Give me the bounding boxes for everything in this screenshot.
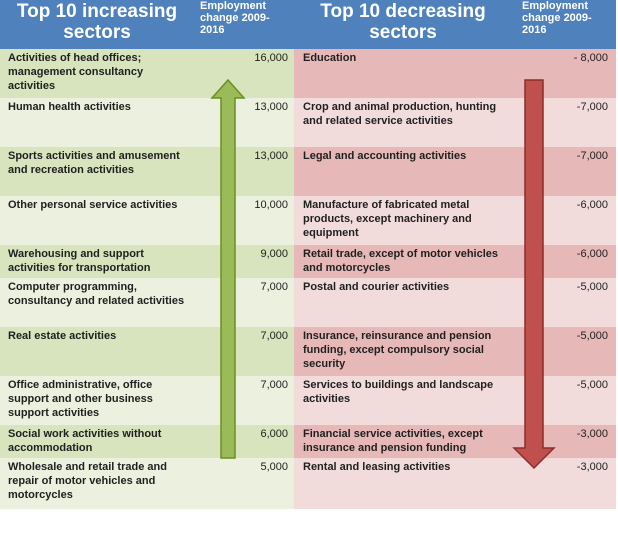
decreasing-column-header: Employment change 2009-2016	[522, 0, 592, 36]
table-row: Computer programming, consultancy and re…	[0, 278, 294, 327]
employment-change-value: 7,000	[260, 330, 288, 342]
sector-name: Retail trade, except of motor vehicles a…	[303, 248, 499, 274]
sector-name: Office administrative, office support an…	[8, 379, 153, 419]
increasing-header: Top 10 increasing sectors Employment cha…	[0, 0, 294, 49]
sector-name: Activities of head offices; management c…	[8, 52, 144, 92]
table-row: Retail trade, except of motor vehicles a…	[294, 245, 616, 278]
table-row: Services to buildings and landscape acti…	[294, 376, 616, 425]
employment-change-value: -5,000	[576, 330, 608, 342]
employment-change-value: 5,000	[260, 461, 288, 473]
table-row: Other personal service activities 10,000	[0, 196, 294, 245]
increase-arrow-icon	[210, 78, 246, 459]
sector-name: Social work activities without accommoda…	[8, 428, 162, 454]
sector-name: Rental and leasing activities	[303, 461, 451, 473]
decreasing-title: Top 10 decreasing sectors	[320, 1, 486, 43]
sector-name: Education	[303, 52, 357, 64]
table-row: Manufacture of fabricated metal products…	[294, 196, 616, 245]
table-row: Rental and leasing activities -3,000	[294, 458, 616, 509]
table-row: Social work activities without accommoda…	[0, 425, 294, 458]
table-row: Postal and courier activities -5,000	[294, 278, 616, 327]
employment-change-value: -3,000	[576, 461, 608, 473]
sector-name: Insurance, reinsurance and pension fundi…	[303, 330, 492, 370]
decrease-arrow-icon	[512, 79, 556, 470]
table-row: Human health activities 13,000	[0, 98, 294, 147]
sector-name: Warehousing and support activities for t…	[8, 248, 151, 274]
employment-change-value: 13,000	[254, 101, 288, 113]
table-row: Sports activities and amusement and recr…	[0, 147, 294, 196]
employment-change-value: 9,000	[260, 248, 288, 260]
sector-name: Other personal service activities	[8, 199, 178, 211]
employment-change-value: 6,000	[260, 428, 288, 440]
sector-name: Legal and accounting activities	[303, 150, 467, 162]
employment-change-value: -3,000	[576, 428, 608, 440]
sector-name: Human health activities	[8, 101, 131, 113]
sector-name: Financial service activities, except ins…	[303, 428, 483, 454]
table-row: Office administrative, office support an…	[0, 376, 294, 425]
employment-change-value: 13,000	[254, 150, 288, 162]
sector-name: Crop and animal production, hunting and …	[303, 101, 497, 127]
sector-name: Services to buildings and landscape acti…	[303, 379, 494, 405]
employment-change-value: -6,000	[576, 199, 608, 211]
employment-change-value: -5,000	[576, 379, 608, 391]
employment-change-value: 10,000	[254, 199, 288, 211]
employment-change-value: 7,000	[260, 379, 288, 391]
decreasing-header: Top 10 decreasing sectors Employment cha…	[294, 0, 616, 49]
sector-name: Computer programming, consultancy and re…	[8, 281, 185, 307]
employment-change-value: -6,000	[576, 248, 608, 260]
sector-name: Manufacture of fabricated metal products…	[303, 199, 472, 239]
increasing-sectors-panel: Top 10 increasing sectors Employment cha…	[0, 0, 294, 509]
table-row: Warehousing and support activities for t…	[0, 245, 294, 278]
sector-name: Wholesale and retail trade and repair of…	[8, 461, 167, 501]
decreasing-sectors-panel: Top 10 decreasing sectors Employment cha…	[294, 0, 616, 509]
employment-change-value: -7,000	[576, 150, 608, 162]
employment-change-value: -5,000	[576, 281, 608, 293]
increasing-title: Top 10 increasing sectors	[16, 1, 178, 43]
table-row: Wholesale and retail trade and repair of…	[0, 458, 294, 509]
sector-name: Sports activities and amusement and recr…	[8, 150, 180, 176]
table-row: Real estate activities 7,000	[0, 327, 294, 376]
employment-change-value: 7,000	[260, 281, 288, 293]
sector-name: Postal and courier activities	[303, 281, 450, 293]
table-row: Education - 8,000	[294, 49, 616, 98]
employment-change-value: -7,000	[576, 101, 608, 113]
table-row: Financial service activities, except ins…	[294, 425, 616, 458]
employment-change-value: - 8,000	[573, 52, 608, 64]
employment-change-value: 16,000	[254, 52, 288, 64]
table-row: Legal and accounting activities -7,000	[294, 147, 616, 196]
table-row: Activities of head offices; management c…	[0, 49, 294, 98]
table-row: Crop and animal production, hunting and …	[294, 98, 616, 147]
increasing-column-header: Employment change 2009-2016	[200, 0, 270, 36]
table-row: Insurance, reinsurance and pension fundi…	[294, 327, 616, 376]
sector-name: Real estate activities	[8, 330, 117, 342]
